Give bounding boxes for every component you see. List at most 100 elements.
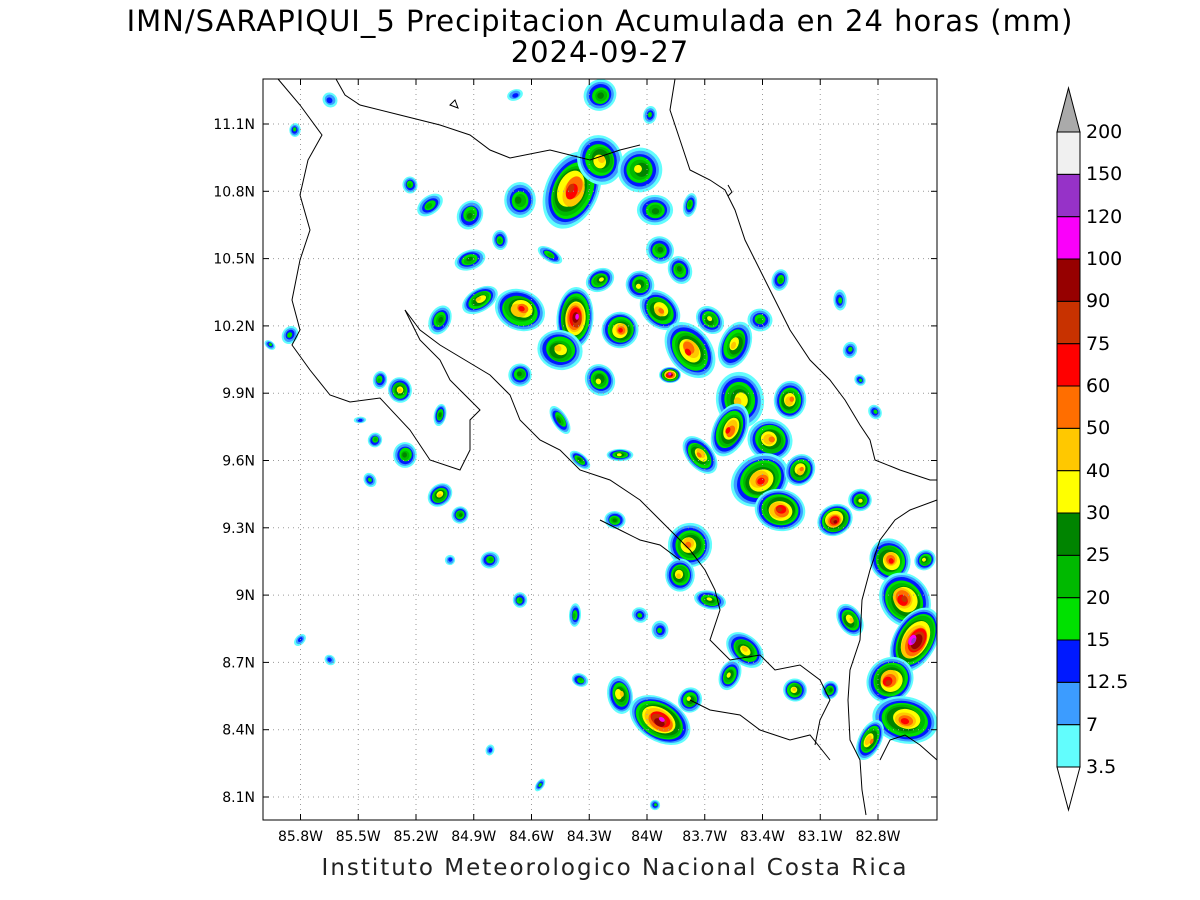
colorbar-label: 30 <box>1086 502 1111 524</box>
colorbar-label: 3.5 <box>1086 756 1117 778</box>
rain-contour <box>833 520 838 524</box>
rain-contour <box>554 345 562 352</box>
colorbar-box <box>1056 597 1081 641</box>
rain-cell <box>667 256 693 284</box>
rain-contour <box>367 477 372 483</box>
rain-cell <box>771 269 789 291</box>
rain-contour <box>684 348 692 356</box>
rain-contour <box>397 388 402 393</box>
colorbar-box <box>1056 554 1081 599</box>
rain-contour <box>578 677 583 681</box>
x-tick-label: 85.2W <box>393 829 438 845</box>
rain-contour <box>575 313 579 320</box>
x-tick-label: 84.6W <box>509 829 554 845</box>
rain-contour <box>869 738 874 745</box>
colorbar-label: 90 <box>1086 290 1111 313</box>
rain-contour <box>792 687 797 692</box>
colorbar-bottom-arrow <box>1056 766 1081 812</box>
y-tick-label: 8.1N <box>222 790 255 806</box>
coastline-segment <box>335 78 641 161</box>
rain-contour <box>437 493 442 498</box>
coastline-segment <box>599 519 681 561</box>
colorbar-box <box>1056 639 1081 683</box>
rain-cell <box>643 106 657 124</box>
colorbar-box <box>1056 385 1081 429</box>
rain-contour <box>696 452 702 458</box>
rain-contour <box>448 557 453 562</box>
rain-cell <box>428 305 452 335</box>
rain-cell <box>363 472 377 488</box>
rain-contour <box>657 627 663 634</box>
x-tick-label: 83.7W <box>682 829 727 845</box>
colorbar-label: 25 <box>1086 544 1111 567</box>
rain-contour <box>497 238 502 244</box>
rain-contour <box>676 266 682 272</box>
y-tick-label: 8.4N <box>222 723 255 739</box>
rain-cell <box>833 289 847 311</box>
rain-cell <box>625 270 655 300</box>
rain-contour <box>658 308 665 314</box>
rain-cell <box>667 522 713 568</box>
colorbar-label: 75 <box>1086 332 1111 355</box>
rain-contour <box>911 637 916 644</box>
rain-contour <box>848 346 853 352</box>
rain-contour <box>618 328 623 333</box>
rain-contour <box>438 316 444 323</box>
rain-contour <box>488 748 493 753</box>
rain-contour <box>556 417 561 424</box>
rain-cell <box>889 607 937 673</box>
rain-contour <box>725 427 731 434</box>
rain-contour <box>799 466 804 472</box>
rain-contour <box>326 97 333 104</box>
rain-cell <box>914 549 936 571</box>
rain-cell <box>289 123 301 137</box>
rain-cell <box>868 404 882 420</box>
rain-contour <box>654 803 658 807</box>
axis-ticks: 85.8W 85.5W 85.2W 84.9W 84.6W 84.3W 84W 83.7W 83… <box>213 79 937 845</box>
rain-cell <box>783 678 807 702</box>
rain-contour <box>873 409 878 414</box>
x-tick-label: 84W <box>631 829 663 845</box>
rain-cell <box>537 329 583 371</box>
y-tick-label: 10.5N <box>213 252 255 268</box>
x-tick-label: 85.5W <box>336 829 381 845</box>
footer-credit: Instituto Meteorologico Nacional Costa R… <box>321 855 909 881</box>
x-tick-label: 85.8W <box>278 829 323 845</box>
coastline-segment <box>879 734 938 761</box>
rain-cell <box>456 200 484 230</box>
colorbar-box <box>1056 173 1081 218</box>
rain-cell <box>601 311 639 349</box>
rain-contour <box>778 277 783 284</box>
rain-cell <box>264 340 276 350</box>
rain-cell <box>577 135 623 185</box>
rain-cell <box>646 236 674 264</box>
rain-contour <box>885 680 891 686</box>
rain-contour <box>438 412 442 418</box>
rain-cell <box>664 321 716 379</box>
rain-contour <box>901 595 908 603</box>
rain-cell <box>492 230 508 250</box>
colorbar-label: 100 <box>1086 248 1123 270</box>
rain-cell <box>636 194 674 226</box>
colorbar-box <box>1056 131 1081 175</box>
rain-contour <box>488 557 494 562</box>
rain-contour <box>459 513 463 517</box>
rain-cell <box>842 341 858 359</box>
rain-contour <box>676 573 681 579</box>
rain-cell <box>281 325 299 345</box>
rain-cell <box>494 288 546 332</box>
map-date: 2024-09-27 <box>510 35 690 69</box>
rain-contour <box>637 613 643 618</box>
precipitation-field <box>264 79 937 811</box>
rain-cell <box>631 607 649 623</box>
rain-contour <box>377 378 381 383</box>
coastline <box>277 78 938 816</box>
x-tick-label: 83.4W <box>740 829 785 845</box>
rain-contour <box>425 203 433 209</box>
rain-contour <box>686 696 691 701</box>
rain-contour <box>475 296 482 302</box>
rain-cell <box>854 374 866 386</box>
rain-cell <box>556 287 594 349</box>
rain-contour <box>922 557 926 562</box>
